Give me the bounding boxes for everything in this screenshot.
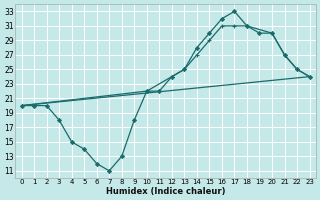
X-axis label: Humidex (Indice chaleur): Humidex (Indice chaleur) <box>106 187 225 196</box>
